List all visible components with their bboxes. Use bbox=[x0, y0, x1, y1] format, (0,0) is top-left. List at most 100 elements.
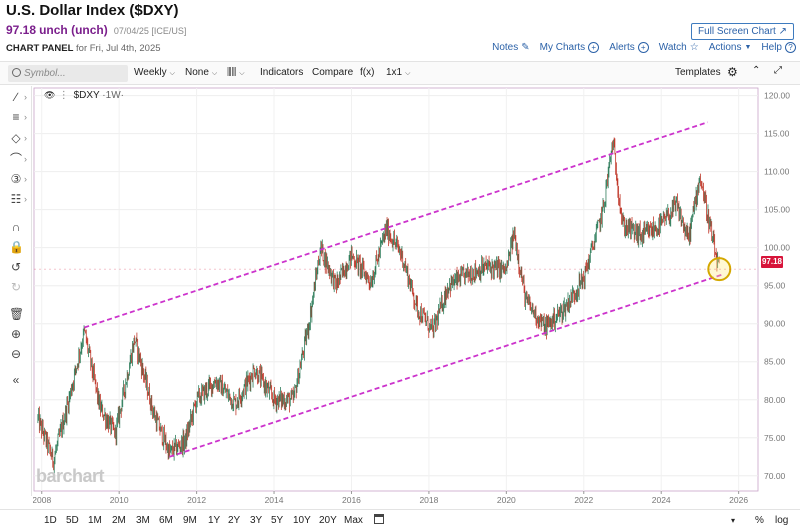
expand-icon: ↗ bbox=[778, 26, 787, 37]
redo-icon[interactable]: ↻ bbox=[10, 280, 22, 294]
arc-tool-icon[interactable]: ⌒ bbox=[9, 152, 27, 166]
shapes-tool-icon[interactable]: ◇ bbox=[9, 131, 27, 145]
fullscreen-icon[interactable]: ⤢ bbox=[774, 65, 782, 76]
drawing-tools-sidebar: ∕ ≡ ◇ ⌒ ③ ☷ ∩ 🔒 ↺ ↻ 🗑 ⊕ ⊖ « bbox=[0, 86, 32, 496]
y-tick-label: 80.00 bbox=[764, 395, 786, 405]
percent-toggle[interactable]: % bbox=[755, 515, 764, 526]
symbol-search-input[interactable]: Symbol... bbox=[8, 65, 128, 82]
indicators-button[interactable]: Indicators bbox=[260, 67, 304, 78]
compare-button[interactable]: Compare bbox=[312, 67, 354, 78]
notes-link[interactable]: Notes ✎ bbox=[492, 42, 530, 53]
zoom-out-icon[interactable]: ⊖ bbox=[10, 347, 22, 361]
chevron-down-icon: ⌵ bbox=[239, 70, 245, 77]
x-tick-label: 2008 bbox=[33, 495, 51, 505]
range-9m[interactable]: 9M bbox=[183, 515, 197, 526]
log-toggle[interactable]: log bbox=[775, 515, 789, 526]
patterns-tool-icon[interactable]: ☷ bbox=[9, 192, 27, 206]
help-icon: ? bbox=[785, 42, 796, 53]
range-1d[interactable]: 1D bbox=[44, 515, 57, 526]
more-dots-icon[interactable]: ⋮ bbox=[58, 90, 69, 101]
x-tick-label: 2010 bbox=[110, 495, 129, 505]
undo-icon[interactable]: ↺ bbox=[10, 260, 22, 274]
x-tick-label: 2022 bbox=[574, 495, 593, 505]
lower-channel-line bbox=[169, 273, 724, 458]
chevron-down-icon: ⌵ bbox=[211, 70, 218, 77]
range-6m[interactable]: 6M bbox=[159, 515, 173, 526]
page-title: U.S. Dollar Index ($DXY) bbox=[6, 2, 179, 19]
settings-gear-icon[interactable]: ⚙ bbox=[727, 65, 738, 79]
fx-button[interactable]: f(x) bbox=[360, 67, 375, 78]
chart-legend: 👁 ⋮ $DXY ·1W· bbox=[44, 90, 124, 101]
collapse-sidebar-icon[interactable]: « bbox=[12, 373, 20, 387]
trendline-tool-icon[interactable]: ∕ bbox=[9, 90, 27, 104]
range-5d[interactable]: 5D bbox=[66, 515, 79, 526]
y-tick-label: 105.00 bbox=[764, 205, 790, 215]
trash-icon[interactable]: 🗑 bbox=[9, 307, 25, 321]
x-tick-label: 2018 bbox=[419, 495, 438, 505]
price-line: 97.18 unch (unch) 07/04/25 [ICE/US] bbox=[6, 23, 186, 37]
y-tick-label: 85.00 bbox=[764, 357, 786, 367]
plus-circle-icon: + bbox=[588, 42, 600, 53]
range-5y[interactable]: 5Y bbox=[271, 515, 284, 526]
zoom-in-icon[interactable]: ⊕ bbox=[10, 327, 22, 341]
chart-type-dropdown[interactable]: ⫼⫼ ⌵ bbox=[227, 67, 245, 78]
help-link[interactable]: Help? bbox=[761, 42, 796, 53]
chevron-down-icon: ▼ bbox=[744, 44, 752, 51]
interval-dropdown[interactable]: Weekly ⌵ bbox=[134, 67, 175, 78]
help-label: Help bbox=[761, 42, 782, 53]
range-3m[interactable]: 3M bbox=[136, 515, 150, 526]
full-screen-label: Full Screen Chart bbox=[698, 26, 776, 37]
range-20y[interactable]: 20Y bbox=[319, 515, 337, 526]
calendar-icon[interactable] bbox=[374, 514, 384, 524]
legend-period: ·1W· bbox=[102, 90, 124, 101]
y-tick-label: 70.00 bbox=[764, 471, 786, 481]
chevron-down-icon: ⌵ bbox=[169, 70, 175, 77]
collapse-icon[interactable]: ⌃ bbox=[752, 65, 761, 76]
range-2m[interactable]: 2M bbox=[112, 515, 126, 526]
range-3y[interactable]: 3Y bbox=[250, 515, 263, 526]
alerts-label: Alerts bbox=[609, 42, 635, 53]
alerts-link[interactable]: Alerts + bbox=[609, 42, 649, 53]
my-charts-link[interactable]: My Charts + bbox=[540, 42, 600, 53]
interval-label: Weekly bbox=[134, 67, 167, 78]
y-tick-label: 75.00 bbox=[764, 433, 786, 443]
chevron-down-icon: ⌵ bbox=[405, 70, 411, 77]
range-10y[interactable]: 10Y bbox=[293, 515, 311, 526]
layout-label: 1x1 bbox=[386, 67, 403, 78]
magnet-icon[interactable]: ∩ bbox=[11, 220, 21, 234]
barchart-watermark: barchart bbox=[36, 466, 105, 486]
eye-icon[interactable]: 👁 bbox=[44, 90, 56, 100]
range-2y[interactable]: 2Y bbox=[228, 515, 241, 526]
last-price: 97.18 bbox=[6, 23, 37, 37]
range-max[interactable]: Max bbox=[344, 515, 363, 526]
x-tick-label: 2016 bbox=[342, 495, 361, 505]
chart-toolbar: Symbol... Weekly ⌵ None ⌵ ⫼⫼ ⌵ Indicators C… bbox=[0, 61, 800, 85]
fibonacci-tool-icon[interactable]: ≡ bbox=[9, 110, 27, 124]
actions-dropdown[interactable]: Actions ▼ bbox=[709, 42, 752, 53]
x-tick-label: 2024 bbox=[652, 495, 671, 505]
full-screen-chart-button[interactable]: Full Screen Chart ↗ bbox=[691, 23, 794, 40]
range-dropdown-icon[interactable]: ▾ bbox=[731, 516, 736, 525]
templates-button[interactable]: Templates bbox=[675, 67, 721, 78]
x-tick-label: 2014 bbox=[265, 495, 284, 505]
chart-panel-date: for Fri, Jul 4th, 2025 bbox=[76, 43, 161, 54]
price-chart[interactable]: 2008 2010 2012 2014 2016 2018 2020 2022 2024 2026… bbox=[33, 86, 800, 508]
range-1y[interactable]: 1Y bbox=[208, 515, 221, 526]
x-tick-label: 2020 bbox=[497, 495, 516, 505]
annotation-tool-icon[interactable]: ③ bbox=[9, 172, 27, 186]
plot-frame bbox=[33, 87, 759, 492]
range-1m[interactable]: 1M bbox=[88, 515, 102, 526]
studies-dropdown[interactable]: None ⌵ bbox=[185, 67, 217, 78]
watch-link[interactable]: Watch ☆ bbox=[659, 42, 699, 53]
layout-dropdown[interactable]: 1x1 ⌵ bbox=[386, 67, 410, 78]
x-tick-label: 2012 bbox=[187, 495, 206, 505]
notes-label: Notes bbox=[492, 42, 519, 53]
my-charts-label: My Charts bbox=[539, 42, 586, 53]
star-icon: ☆ bbox=[689, 42, 699, 53]
chart-panel-label: CHART PANEL bbox=[6, 43, 74, 54]
search-icon bbox=[12, 68, 21, 77]
chart-panel-info: CHART PANEL for Fri, Jul 4th, 2025 bbox=[6, 43, 161, 54]
y-tick-label: 95.00 bbox=[764, 281, 786, 291]
studies-label: None bbox=[185, 67, 209, 78]
lock-icon[interactable]: 🔒 bbox=[9, 240, 24, 254]
